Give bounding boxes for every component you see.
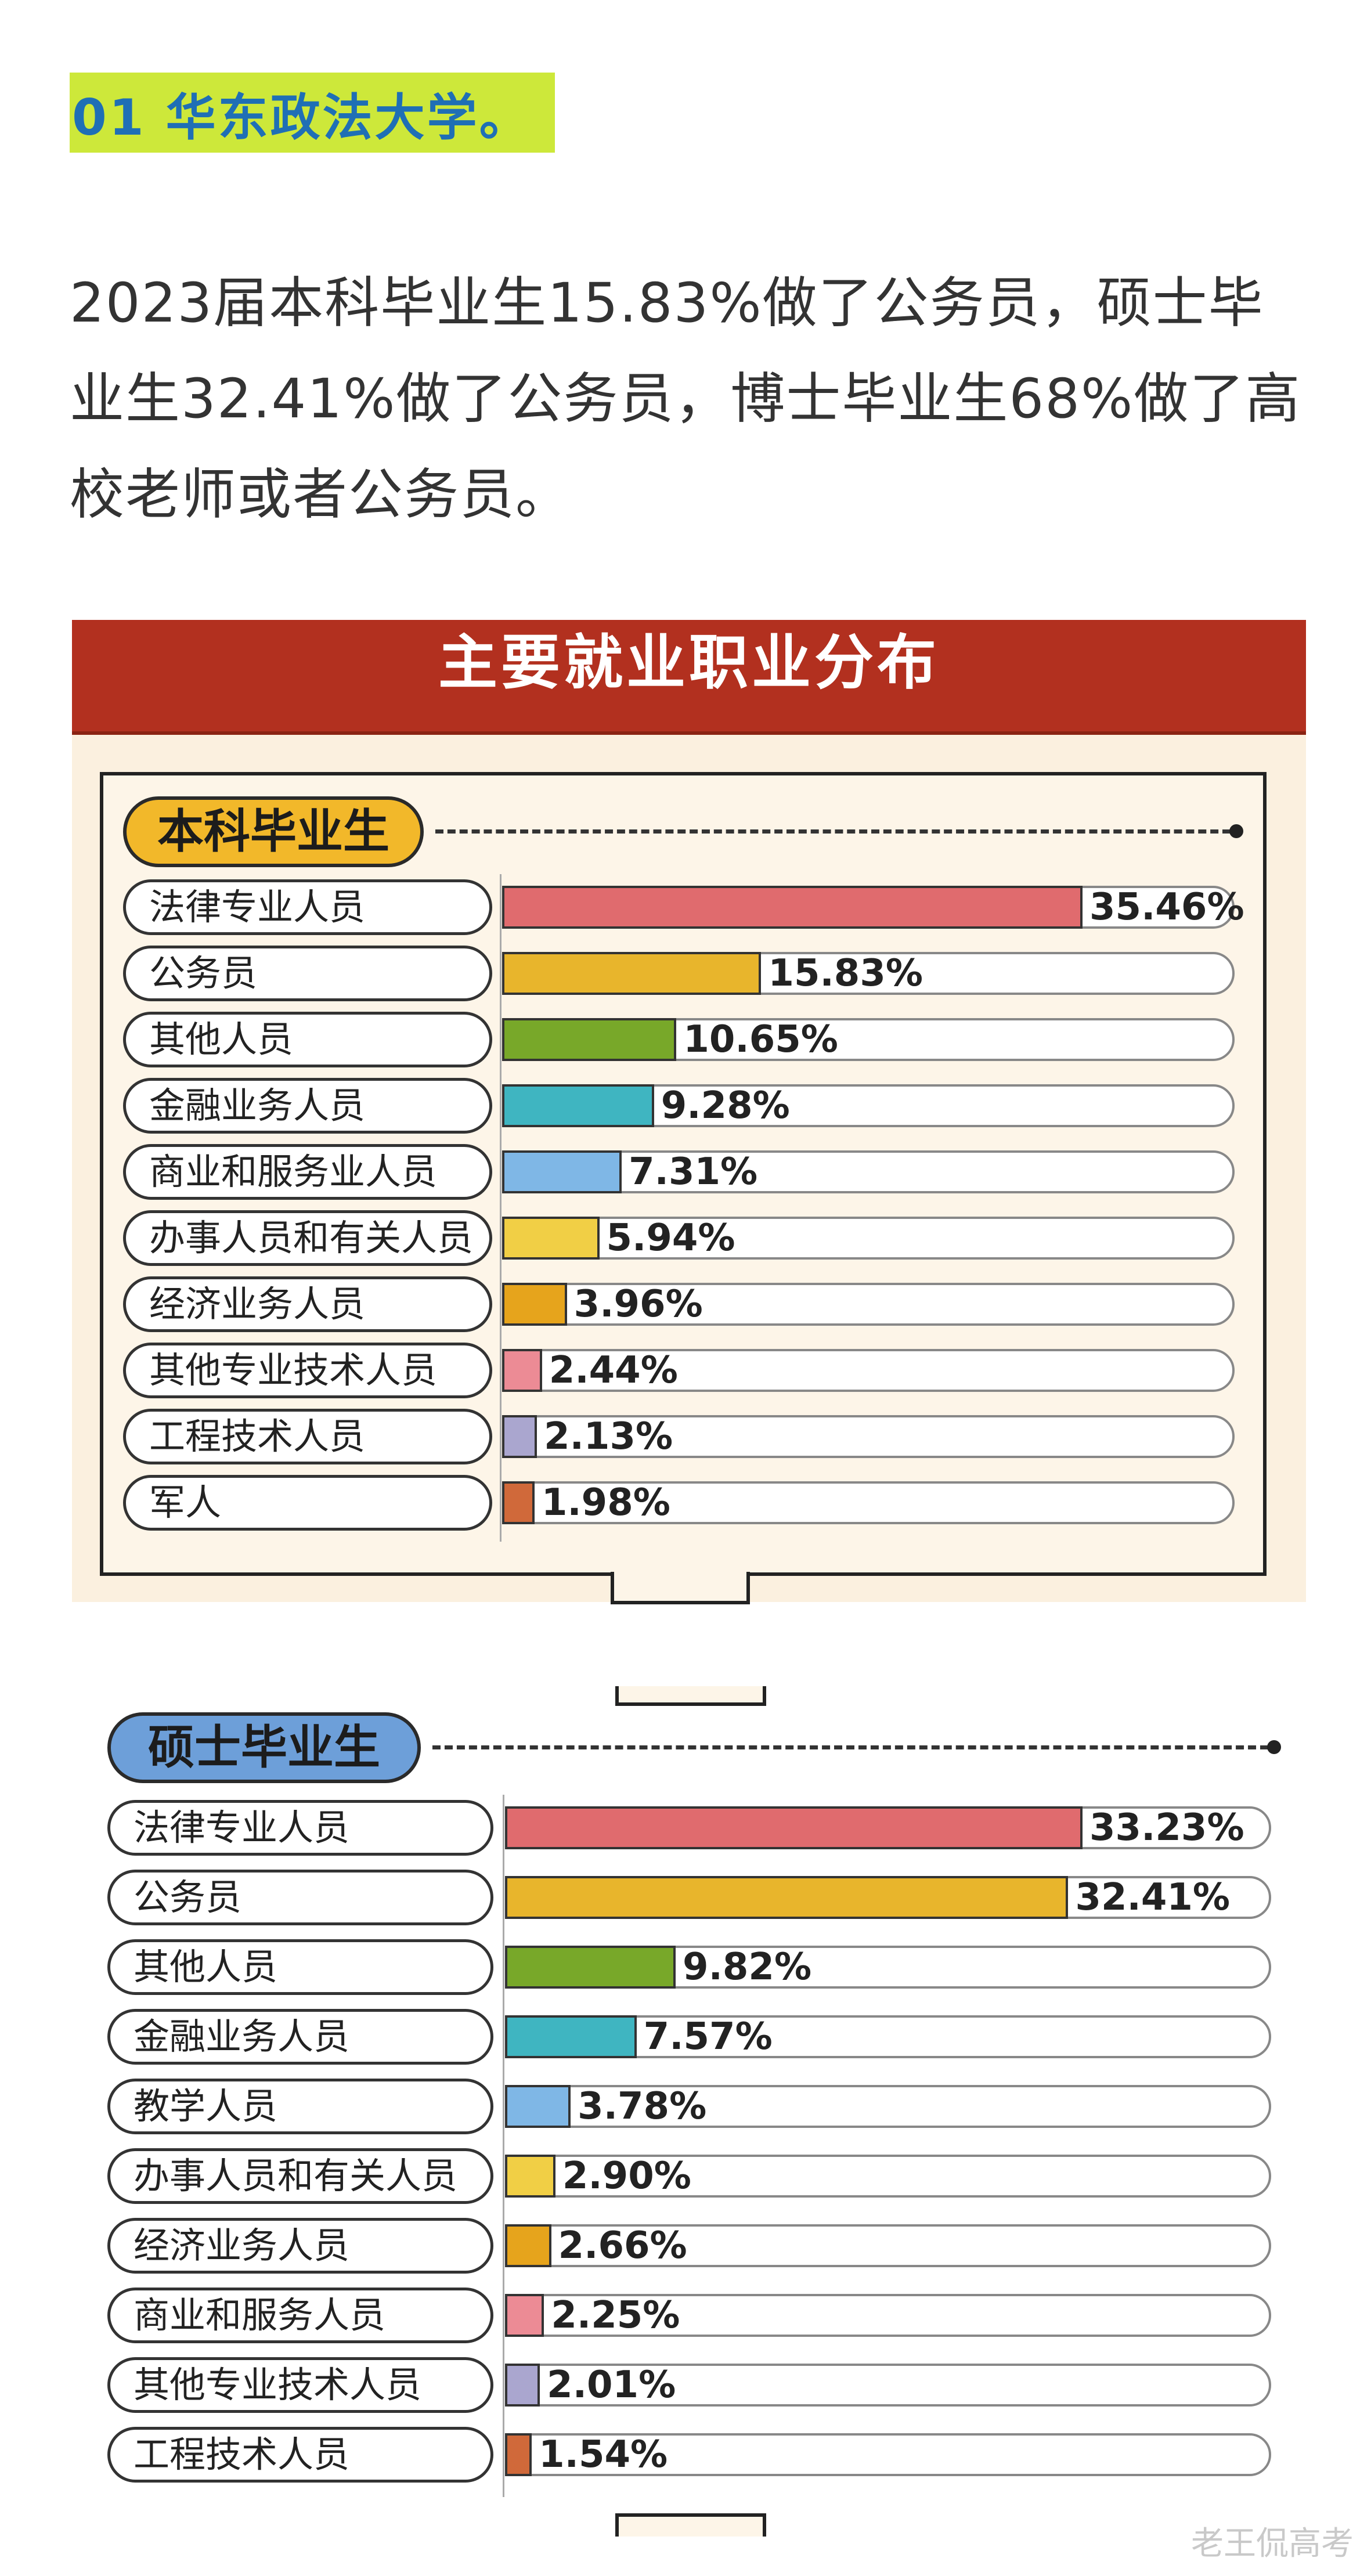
category-label: 公务员	[107, 1870, 493, 1925]
data-label: 32.41%	[1075, 1876, 1230, 1919]
watermark: 老王侃高考	[1191, 2525, 1354, 2563]
panel-title: 主要就业职业分布	[438, 629, 940, 698]
data-label: 2.13%	[544, 1415, 673, 1458]
bar-mark	[505, 2224, 551, 2267]
divider-dot	[1267, 1740, 1281, 1754]
bar-mark	[502, 1415, 537, 1458]
bar-mark	[505, 1946, 676, 1989]
data-label: 9.28%	[661, 1084, 790, 1127]
bar-mark	[502, 1150, 622, 1193]
bar-track	[505, 2155, 1271, 2198]
category-label: 其他专业技术人员	[107, 2357, 493, 2413]
series-title-pill: 本科毕业生	[123, 796, 424, 867]
data-label: 3.96%	[573, 1283, 703, 1326]
category-label: 军人	[123, 1475, 492, 1531]
bar-track	[505, 2224, 1271, 2267]
category-label: 教学人员	[107, 2079, 493, 2134]
bar-mark	[505, 2155, 555, 2198]
data-label: 35.46%	[1089, 886, 1244, 929]
data-label: 7.57%	[643, 2015, 773, 2058]
bar-track	[502, 1150, 1235, 1193]
data-label: 2.25%	[551, 2294, 680, 2337]
frame-notch	[615, 2513, 766, 2537]
category-label: 经济业务人员	[107, 2218, 493, 2274]
axis-line	[503, 1795, 504, 2497]
data-label: 10.65%	[683, 1018, 838, 1061]
bar-mark	[502, 1481, 535, 1524]
category-label: 法律专业人员	[123, 879, 492, 935]
bar-mark	[505, 2085, 571, 2128]
bar-mark	[505, 2015, 637, 2058]
page-heading: 01 华东政法大学。	[72, 88, 532, 147]
bar-mark	[502, 952, 762, 995]
data-label: 7.31%	[629, 1150, 758, 1193]
category-label: 商业和服务业人员	[123, 1144, 492, 1200]
bar-track	[502, 1349, 1235, 1392]
bar-track	[505, 2364, 1271, 2407]
bar-track	[502, 1217, 1235, 1260]
frame-notch	[611, 1572, 750, 1604]
data-label: 1.98%	[541, 1481, 670, 1524]
bar-mark	[505, 1876, 1069, 1919]
dashed-divider	[432, 1745, 1268, 1749]
data-label: 2.01%	[547, 2364, 676, 2407]
frame-notch	[615, 1686, 766, 1706]
data-label: 2.44%	[549, 1349, 678, 1392]
bar-track	[505, 2433, 1271, 2476]
divider-dot	[1229, 824, 1243, 838]
intro-paragraph: 2023届本科毕业生15.83%做了公务员，硕士毕业生32.41%做了公务员，博…	[70, 272, 1301, 526]
data-label: 9.82%	[683, 1946, 812, 1989]
bar-mark	[502, 886, 1083, 929]
bar-track	[502, 1415, 1235, 1458]
data-label: 15.83%	[768, 952, 923, 995]
category-label: 其他人员	[107, 1939, 493, 1995]
data-label: 33.23%	[1089, 1806, 1244, 1849]
category-label: 金融业务人员	[123, 1078, 492, 1134]
bar-mark	[502, 1084, 654, 1127]
bar-mark	[505, 2433, 532, 2476]
category-label: 经济业务人员	[123, 1276, 492, 1332]
data-label: 2.66%	[558, 2224, 687, 2267]
category-label: 其他专业技术人员	[123, 1343, 492, 1398]
bar-mark	[505, 2294, 544, 2337]
panel-header	[72, 620, 1306, 735]
category-label: 公务员	[123, 946, 492, 1001]
bar-mark	[502, 1283, 567, 1326]
axis-line	[500, 874, 502, 1542]
data-label: 3.78%	[578, 2085, 707, 2128]
category-label: 办事人员和有关人员	[123, 1210, 492, 1266]
bar-track	[505, 2085, 1271, 2128]
category-label: 商业和服务人员	[107, 2288, 493, 2343]
bar-mark	[502, 1217, 600, 1260]
category-label: 其他人员	[123, 1012, 492, 1067]
data-label: 5.94%	[606, 1217, 735, 1260]
bar-mark	[505, 1806, 1083, 1849]
category-label: 法律专业人员	[107, 1800, 493, 1856]
dashed-divider	[435, 829, 1231, 834]
bar-mark	[502, 1018, 677, 1061]
series-title-pill: 硕士毕业生	[107, 1712, 421, 1783]
data-label: 2.90%	[562, 2155, 691, 2198]
bar-track	[502, 1481, 1235, 1524]
category-label: 金融业务人员	[107, 2009, 493, 2065]
category-label: 工程技术人员	[123, 1409, 492, 1464]
category-label: 办事人员和有关人员	[107, 2148, 493, 2204]
bar-track	[502, 1283, 1235, 1326]
bar-mark	[505, 2364, 540, 2407]
heading-highlight: 01 华东政法大学。	[70, 73, 555, 153]
category-label: 工程技术人员	[107, 2427, 493, 2483]
bar-track	[505, 2294, 1271, 2337]
data-label: 1.54%	[539, 2433, 668, 2476]
bar-mark	[502, 1349, 542, 1392]
